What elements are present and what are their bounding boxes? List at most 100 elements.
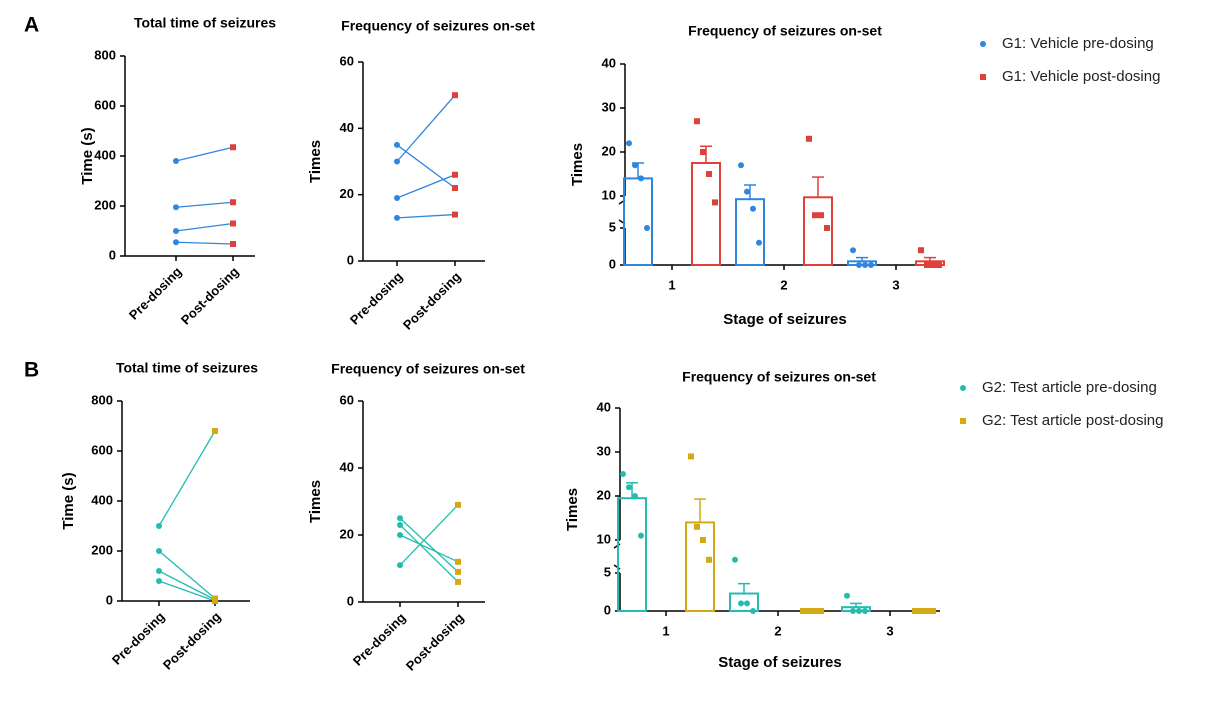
x-tick-label: Pre-dosing: [109, 609, 168, 668]
data-point: [626, 140, 632, 147]
data-point: [173, 228, 179, 234]
y-axis-label: Times: [569, 143, 586, 186]
data-point: [394, 214, 400, 221]
x-tick-label: Pre-dosing: [126, 264, 185, 323]
x-tick-label: 2: [774, 623, 781, 638]
data-point: [626, 484, 632, 491]
y-axis-label: Times: [307, 480, 324, 523]
y-tick-label: 600: [94, 97, 116, 112]
y-tick-label: 400: [91, 492, 113, 507]
y-tick-label: 30: [602, 99, 616, 114]
y-tick-label: 30: [597, 443, 611, 458]
data-point: [806, 608, 812, 614]
data-point: [452, 185, 458, 192]
data-point: [397, 532, 403, 538]
x-axis-label: Stage of seizures: [718, 654, 841, 671]
data-point: [918, 608, 924, 614]
data-point: [156, 548, 162, 554]
pair-line: [399, 504, 459, 566]
data-point: [868, 262, 874, 268]
pair-line: [396, 174, 456, 199]
data-point: [452, 92, 458, 99]
data-point: [738, 600, 744, 607]
data-point: [620, 471, 626, 477]
data-point: [455, 578, 461, 585]
y-tick-label: 0: [109, 247, 116, 262]
data-point: [700, 149, 706, 155]
data-point: [230, 241, 236, 247]
y-axis-label: Time (s): [60, 472, 77, 529]
data-point: [452, 211, 458, 218]
data-point: [230, 144, 236, 151]
data-point: [688, 453, 694, 460]
x-axis-label: Stage of seizures: [723, 311, 846, 328]
legend-label: G1: Vehicle pre-dosing: [1002, 35, 1154, 52]
y-tick-label: 200: [94, 197, 116, 212]
legend-marker: [960, 385, 966, 391]
y-tick-label: 20: [602, 143, 616, 158]
y-tick-label: 800: [91, 392, 113, 407]
chart-title: Frequency of seizures on-set: [341, 18, 535, 34]
data-point: [156, 578, 162, 584]
data-point: [912, 608, 918, 614]
x-tick-label: Post-dosing: [160, 609, 224, 673]
data-point: [632, 162, 638, 169]
data-point: [818, 212, 824, 219]
data-point: [812, 608, 818, 614]
y-tick-label: 40: [340, 459, 354, 474]
data-point: [173, 158, 179, 164]
y-tick-label: 0: [347, 252, 354, 267]
data-point: [173, 239, 179, 246]
bar: [685, 521, 715, 613]
x-tick-label: 3: [892, 277, 899, 292]
data-point: [850, 247, 856, 254]
y-tick-label: 0: [609, 256, 616, 271]
y-tick-label: 20: [340, 526, 354, 541]
data-point: [706, 171, 712, 177]
y-tick-label: 40: [597, 399, 611, 414]
x-tick-label: Post-dosing: [400, 269, 464, 333]
chart-title: Total time of seizures: [134, 15, 276, 31]
y-tick-label: 200: [91, 542, 113, 557]
data-point: [700, 537, 706, 543]
legend-label: G2: Test article post-dosing: [982, 412, 1163, 429]
data-point: [812, 212, 818, 219]
legend-label: G1: Vehicle post-dosing: [1002, 68, 1160, 85]
bar: [735, 198, 765, 266]
pair-line: [175, 241, 234, 245]
data-point: [800, 608, 806, 614]
data-point: [750, 205, 756, 212]
x-tick-label: 1: [668, 277, 675, 292]
data-point: [744, 600, 750, 607]
y-tick-label: 0: [604, 602, 611, 617]
data-point: [924, 262, 930, 268]
data-point: [638, 532, 644, 539]
legend-marker: [960, 418, 966, 424]
x-tick-label: Post-dosing: [403, 610, 467, 674]
y-tick-label: 400: [94, 147, 116, 162]
data-point: [850, 608, 856, 614]
data-point: [744, 188, 750, 195]
x-tick-label: Pre-dosing: [347, 269, 406, 328]
pair-line: [396, 144, 456, 189]
y-tick-label: 10: [602, 187, 616, 202]
data-point: [930, 262, 936, 268]
data-point: [212, 598, 218, 604]
panel-label: B: [24, 359, 39, 382]
data-point: [644, 225, 650, 231]
y-axis-label: Time (s): [79, 127, 96, 184]
y-tick-label: 20: [597, 487, 611, 502]
data-point: [394, 158, 400, 165]
data-point: [712, 199, 718, 206]
data-point: [856, 608, 862, 614]
legend-marker: [980, 41, 986, 47]
data-point: [818, 608, 824, 614]
data-point: [397, 521, 403, 528]
data-point: [694, 523, 700, 530]
bar: [623, 177, 653, 266]
pair-line: [175, 222, 234, 232]
data-point: [452, 171, 458, 178]
data-point: [750, 608, 756, 614]
pair-line: [175, 146, 234, 162]
